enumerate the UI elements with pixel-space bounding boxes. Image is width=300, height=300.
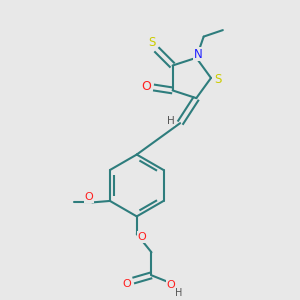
Text: N: N <box>194 48 202 61</box>
Text: O: O <box>141 80 151 92</box>
Text: O: O <box>167 280 176 290</box>
Text: O: O <box>122 279 131 289</box>
Text: H: H <box>167 116 175 126</box>
Text: O: O <box>138 232 146 242</box>
Text: S: S <box>214 73 222 86</box>
Text: S: S <box>148 36 156 49</box>
Text: O: O <box>84 192 93 202</box>
Text: H: H <box>175 288 183 298</box>
